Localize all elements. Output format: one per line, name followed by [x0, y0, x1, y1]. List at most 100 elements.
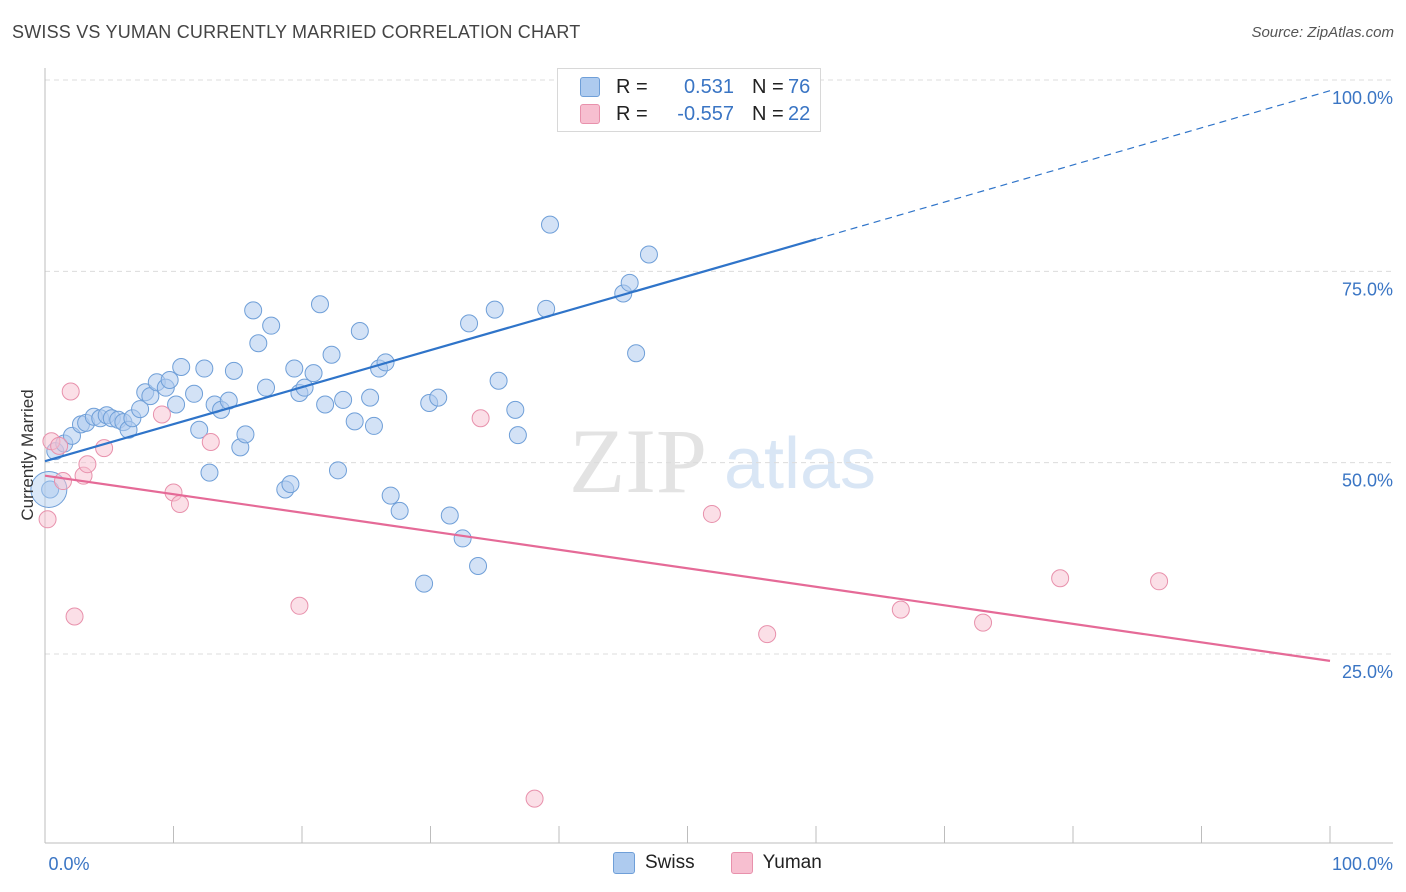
swiss-point: [281, 475, 300, 494]
r-value: 0.531: [683, 75, 734, 98]
swiss-point: [172, 358, 191, 376]
swiss-point: [350, 322, 369, 341]
swiss-point: [415, 574, 434, 593]
yuman-point: [525, 789, 544, 808]
yuman-point: [170, 494, 189, 513]
y-tick-labels: 25.0% 50.0% 75.0% 100.0%: [1332, 88, 1393, 682]
yuman-point: [891, 600, 910, 619]
x-tick-label: 100.0%: [1332, 854, 1393, 874]
swiss-point: [361, 388, 380, 407]
swiss-point: [257, 378, 276, 397]
yuman-swatch: [730, 852, 753, 874]
legend-item-yuman: Yuman: [730, 852, 822, 874]
swiss-point: [185, 384, 204, 403]
swiss-point: [440, 506, 459, 525]
n-value: 22: [788, 102, 811, 125]
swiss-point: [429, 388, 448, 407]
swiss-point: [364, 416, 383, 435]
swiss-point: [316, 395, 335, 414]
swiss-trend-line: [44, 238, 817, 463]
swiss-point: [620, 273, 639, 292]
r-label: R =: [616, 75, 648, 98]
legend-row-swiss: R = 0.531 N = 76: [580, 75, 810, 99]
swiss-point: [627, 344, 646, 363]
legend-row-yuman: R = -0.557 N = 22: [580, 102, 810, 126]
correlation-legend: R = 0.531 N = 76 R = -0.557 N = 22: [557, 68, 821, 132]
swiss-point: [460, 314, 479, 333]
swiss-point: [508, 426, 527, 445]
yuman-point: [471, 409, 490, 428]
swiss-point: [167, 395, 186, 414]
axes: [44, 68, 1393, 844]
swiss-point: [390, 501, 409, 520]
y-tick-label: 25.0%: [1342, 662, 1393, 682]
x-tick-label: 0.0%: [48, 854, 89, 874]
source-credit: Source: ZipAtlas.com: [1251, 24, 1394, 41]
swiss-point: [541, 215, 560, 234]
swiss-swatch: [613, 852, 635, 874]
gridlines: [45, 79, 1393, 655]
swiss-point: [334, 390, 353, 409]
swiss-point: [262, 316, 281, 335]
trend-lines: [44, 90, 1331, 662]
y-tick-label: 50.0%: [1342, 471, 1393, 491]
yuman-point: [201, 433, 220, 452]
yuman-point: [65, 607, 84, 626]
swiss-point: [131, 400, 150, 419]
swiss-point: [322, 345, 341, 364]
swiss-point: [160, 371, 179, 390]
swiss-point: [200, 463, 219, 482]
n-value: 76: [788, 75, 811, 98]
x-tick-labels: 0.0% 100.0%: [48, 854, 1393, 874]
swiss-point: [345, 412, 364, 431]
watermark-atlas: atlas: [724, 424, 876, 504]
swiss-trend-extension: [815, 90, 1331, 240]
swiss-swatch: [580, 77, 600, 97]
chart-title: SWISS VS YUMAN CURRENTLY MARRIED CORRELA…: [12, 22, 581, 42]
yuman-swatch: [580, 104, 600, 124]
swiss-point: [224, 361, 243, 380]
legend-item-swiss: Swiss: [613, 852, 695, 874]
yuman-point: [758, 625, 777, 644]
yuman-point: [1051, 569, 1070, 588]
swiss-point: [469, 556, 488, 575]
y-tick-label: 75.0%: [1342, 279, 1393, 299]
n-label: N =: [752, 102, 784, 125]
y-axis-label: Currently Married: [18, 389, 37, 520]
n-label: N =: [752, 75, 784, 98]
yuman-point: [1150, 572, 1169, 591]
swiss-point: [310, 295, 329, 314]
yuman-point: [61, 382, 80, 401]
yuman-point: [78, 455, 97, 474]
y-tick-label: 100.0%: [1332, 88, 1393, 108]
swiss-points: [30, 69, 729, 593]
legend-label-yuman: Yuman: [762, 852, 822, 873]
swiss-point: [485, 300, 504, 319]
swiss-point: [285, 359, 304, 378]
swiss-point: [639, 245, 658, 264]
yuman-point: [974, 613, 993, 632]
yuman-points: [38, 382, 1169, 808]
swiss-point: [506, 400, 525, 419]
swiss-point: [304, 364, 323, 383]
swiss-point: [190, 420, 209, 439]
yuman-point: [38, 510, 57, 529]
watermark-zip: ZIP: [569, 410, 707, 512]
yuman-point: [290, 596, 309, 615]
watermark: ZIP atlas: [569, 410, 876, 512]
legend-label-swiss: Swiss: [645, 852, 695, 873]
swiss-point: [295, 378, 314, 397]
swiss-point: [453, 529, 472, 548]
swiss-point: [489, 371, 508, 390]
swiss-point: [41, 480, 60, 499]
yuman-trend-line: [44, 474, 1331, 662]
swiss-point: [328, 461, 347, 480]
r-value: -0.557: [677, 102, 734, 125]
swiss-point: [195, 359, 214, 378]
yuman-point: [152, 405, 171, 424]
r-label: R =: [616, 102, 648, 125]
swiss-point: [244, 301, 263, 320]
yuman-point: [50, 436, 69, 455]
swiss-point: [236, 425, 255, 444]
